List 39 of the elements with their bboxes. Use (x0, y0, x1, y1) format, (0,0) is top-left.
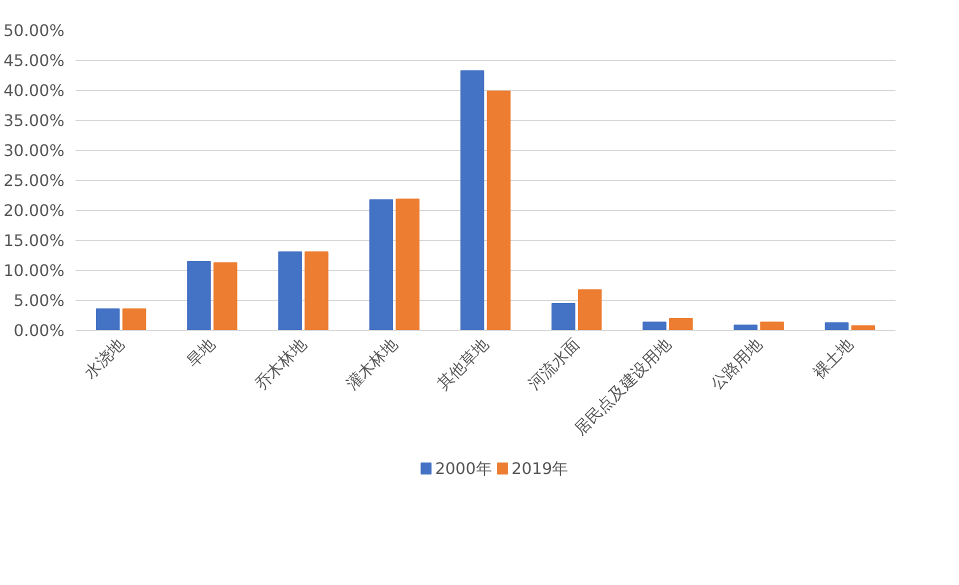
bar (851, 325, 876, 330)
bar (304, 251, 328, 330)
x-tick-label: 其他草地 (434, 334, 492, 394)
bar (760, 322, 784, 330)
bar (669, 318, 693, 330)
x-tick-label: 河流水面 (524, 334, 584, 394)
bar (369, 199, 394, 330)
bar (578, 289, 602, 330)
bar (734, 324, 758, 330)
x-tick-label: 灌木林地 (342, 334, 402, 394)
y-tick-label: 15.00% (3, 231, 65, 250)
bar (96, 308, 120, 330)
y-tick-label: 0.00% (14, 321, 64, 340)
bar (187, 261, 211, 330)
bar (824, 322, 849, 330)
y-tick-label: 45.00% (3, 51, 65, 70)
bar (122, 308, 146, 330)
y-tick-label: 30.00% (3, 141, 65, 160)
x-tick-label: 裸土地 (809, 334, 857, 382)
legend-label: 2019年 (511, 459, 568, 478)
bar (642, 322, 666, 330)
y-tick-label: 10.00% (3, 261, 65, 280)
y-tick-label: 50.00% (3, 21, 65, 40)
bar (213, 262, 238, 330)
bar (278, 251, 302, 330)
bar (396, 198, 420, 330)
y-tick-label: 20.00% (3, 201, 65, 220)
x-tick-label: 乔木林地 (251, 334, 310, 394)
y-tick-label: 35.00% (3, 111, 65, 130)
y-tick-label: 5.00% (14, 291, 64, 310)
bar (460, 70, 484, 330)
bar (552, 303, 576, 330)
y-tick-label: 25.00% (3, 171, 65, 190)
x-tick-label: 旱地 (182, 334, 219, 371)
y-tick-label: 40.00% (3, 81, 65, 100)
x-tick-label: 公路用地 (706, 334, 766, 394)
legend-label: 2000年 (435, 459, 492, 478)
x-tick-label: 水浇地 (80, 334, 128, 382)
bar (486, 90, 511, 330)
